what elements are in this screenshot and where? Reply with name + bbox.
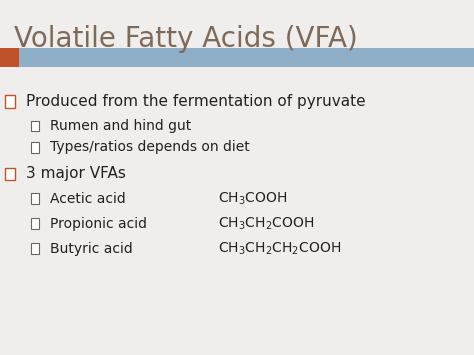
Bar — [19, 48, 474, 67]
Text: CH$_3$CH$_2$CH$_2$COOH: CH$_3$CH$_2$CH$_2$COOH — [218, 240, 341, 257]
Text: Produced from the fermentation of pyruvate: Produced from the fermentation of pyruva… — [26, 94, 366, 109]
Bar — [31, 121, 39, 131]
Text: Butyric acid: Butyric acid — [50, 241, 133, 256]
Text: Volatile Fatty Acids (VFA): Volatile Fatty Acids (VFA) — [14, 25, 358, 53]
Bar — [31, 243, 39, 254]
Text: 3 major VFAs: 3 major VFAs — [26, 166, 126, 181]
Text: CH$_3$CH$_2$COOH: CH$_3$CH$_2$COOH — [218, 215, 314, 232]
Bar — [31, 218, 39, 229]
Text: Acetic acid: Acetic acid — [50, 192, 126, 206]
Text: Propionic acid: Propionic acid — [50, 217, 147, 231]
Text: Types/ratios depends on diet: Types/ratios depends on diet — [50, 140, 249, 154]
Bar — [0, 48, 19, 67]
Text: CH$_3$COOH: CH$_3$COOH — [218, 191, 287, 207]
Text: Rumen and hind gut: Rumen and hind gut — [50, 119, 191, 133]
Bar — [31, 142, 39, 153]
Bar — [31, 193, 39, 204]
Bar — [5, 168, 15, 180]
Bar — [5, 95, 15, 108]
